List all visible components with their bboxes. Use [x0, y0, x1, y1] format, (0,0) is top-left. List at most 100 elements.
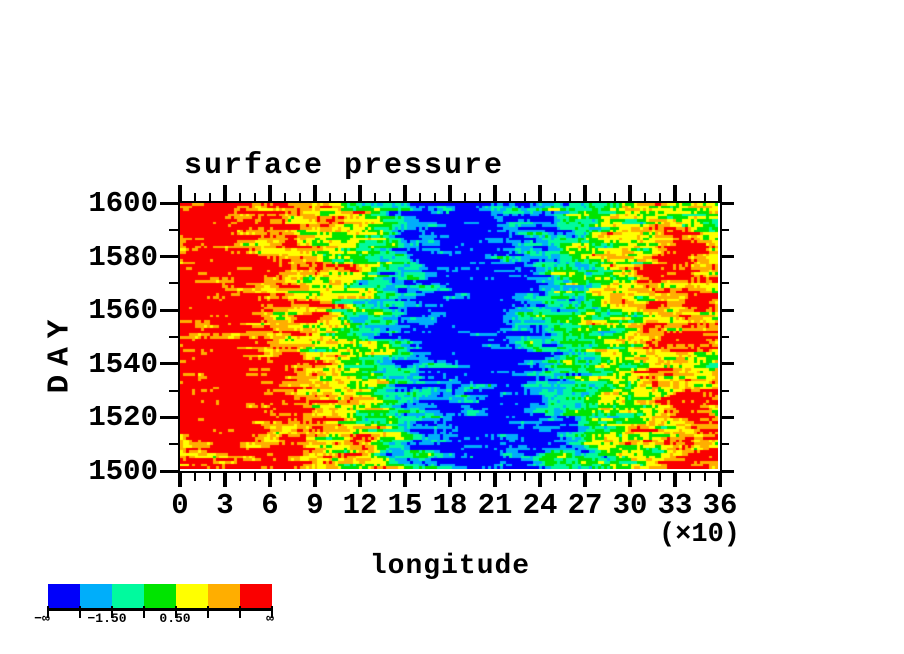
x-axis-tick-label: 33: [657, 489, 693, 522]
x-axis-bottom-tick: [509, 473, 511, 481]
y-axis-left-tick: [169, 443, 178, 446]
x-axis-bottom-tick: [569, 473, 571, 481]
colorbar-label: ∞: [266, 611, 274, 626]
x-axis-top-tick: [493, 185, 497, 201]
x-axis-top-tick: [419, 193, 421, 201]
x-axis-top-tick: [389, 193, 391, 201]
x-axis-top-tick: [554, 193, 556, 201]
colorbar-tick: [111, 606, 113, 618]
y-axis-right-tick: [722, 415, 734, 419]
y-axis-right-tick: [722, 469, 734, 473]
x-axis-title: longitude: [369, 551, 531, 582]
y-axis-right-tick: [722, 362, 734, 366]
x-axis-bottom-tick: [479, 473, 481, 481]
y-axis-left-tick: [169, 228, 178, 231]
colorbar-label: −1.50: [87, 611, 127, 626]
x-axis-bottom-tick: [538, 473, 542, 487]
x-axis-bottom-tick: [239, 473, 241, 481]
colorbar-label: 0.50: [159, 611, 191, 626]
x-axis-tick-label: 24: [522, 489, 558, 522]
x-axis-top-tick: [509, 193, 511, 201]
x-axis-tick-label: 0: [171, 489, 189, 522]
y-axis-right-tick: [722, 282, 729, 285]
colorbar-cell: [80, 584, 112, 608]
x-axis-top-tick: [464, 193, 466, 201]
x-axis-bottom-tick: [614, 473, 616, 481]
x-axis-top-tick: [178, 185, 182, 201]
x-axis-bottom-tick: [194, 473, 196, 481]
x-axis-top-tick: [599, 193, 601, 201]
y-axis-tick-label: 1600: [88, 187, 158, 220]
x-axis-top-tick: [689, 193, 691, 201]
x-axis-top-tick: [659, 193, 661, 201]
x-axis-top-tick: [614, 193, 616, 201]
y-axis-right-tick: [722, 336, 729, 338]
y-axis-tick-label: 1560: [88, 294, 158, 328]
x-axis-bottom-tick: [268, 473, 272, 487]
plot-border: [178, 201, 722, 473]
colorbar-tick: [271, 606, 273, 618]
x-axis-top-tick: [538, 185, 542, 201]
y-axis-right-tick: [722, 255, 734, 259]
x-axis-top-tick: [434, 193, 436, 201]
y-axis-left-tick: [160, 308, 178, 312]
x-axis-bottom-tick: [389, 473, 391, 481]
x-axis-tick-label: 3: [216, 489, 234, 522]
plot-title: surface pressure: [184, 149, 505, 183]
x-axis-bottom-tick: [209, 473, 211, 481]
x-axis-bottom-tick: [313, 473, 317, 487]
x-axis-bottom-tick: [254, 473, 256, 481]
x-axis-top-tick: [583, 185, 587, 201]
x-axis-tick-label: 15: [387, 489, 423, 522]
x-axis-top-tick: [223, 185, 227, 201]
x-axis-top-tick: [268, 185, 272, 201]
x-axis-bottom-tick: [704, 473, 706, 481]
y-axis-right-tick: [722, 201, 734, 205]
x-axis-top-tick: [329, 193, 331, 201]
x-axis-tick-label: 6: [261, 489, 279, 522]
x-axis-tick-label: 21: [477, 489, 513, 522]
x-axis-top-tick: [704, 193, 706, 201]
x-axis-top-tick: [524, 193, 526, 201]
x-axis-bottom-tick: [689, 473, 691, 481]
colorbar-tick: [79, 606, 81, 618]
x-axis-bottom-tick: [374, 473, 376, 481]
y-axis-right-tick: [722, 389, 729, 392]
x-axis-bottom-tick: [284, 473, 286, 481]
colorbar-cell: [112, 584, 144, 608]
x-axis-top-tick: [358, 185, 362, 201]
y-axis-left-tick: [160, 201, 178, 205]
y-axis-left-tick: [169, 282, 178, 285]
x-axis-tick-label: 9: [306, 489, 324, 522]
x-axis-top-tick: [569, 193, 571, 201]
x-axis-bottom-tick: [628, 473, 632, 487]
x-axis-top-tick: [479, 193, 481, 201]
colorbar-cell: [48, 584, 80, 608]
x-axis-top-tick: [718, 185, 722, 201]
x-axis-tick-label: 30: [612, 489, 648, 522]
x-axis-bottom-tick: [223, 473, 227, 487]
x-axis-bottom-tick: [599, 473, 601, 481]
y-axis-left-tick: [160, 469, 178, 473]
colorbar-cell: [144, 584, 176, 608]
x-axis-top-tick: [403, 185, 407, 201]
x-axis-bottom-tick: [358, 473, 362, 487]
x-axis-top-tick: [209, 193, 211, 201]
x-axis-bottom-tick: [659, 473, 661, 481]
y-axis-tick-label: 1580: [88, 240, 158, 274]
x-axis-tick-label: 27: [567, 489, 603, 522]
x-axis-bottom-tick: [493, 473, 497, 487]
x-axis-top-tick: [194, 193, 196, 201]
y-axis-tick-label: 1520: [88, 401, 158, 435]
x-axis-bottom-tick: [403, 473, 407, 487]
x-axis-top-tick: [644, 193, 646, 201]
x-axis-tick-label: 36: [702, 489, 738, 522]
y-axis-left-tick: [160, 415, 178, 419]
x-axis-tick-label: 12: [342, 489, 378, 522]
x-axis-bottom-tick: [344, 473, 346, 481]
x-axis-bottom-tick: [718, 473, 722, 487]
y-axis-right-tick: [722, 228, 729, 231]
x-axis-top-tick: [284, 193, 286, 201]
x-axis-top-tick: [628, 185, 632, 201]
